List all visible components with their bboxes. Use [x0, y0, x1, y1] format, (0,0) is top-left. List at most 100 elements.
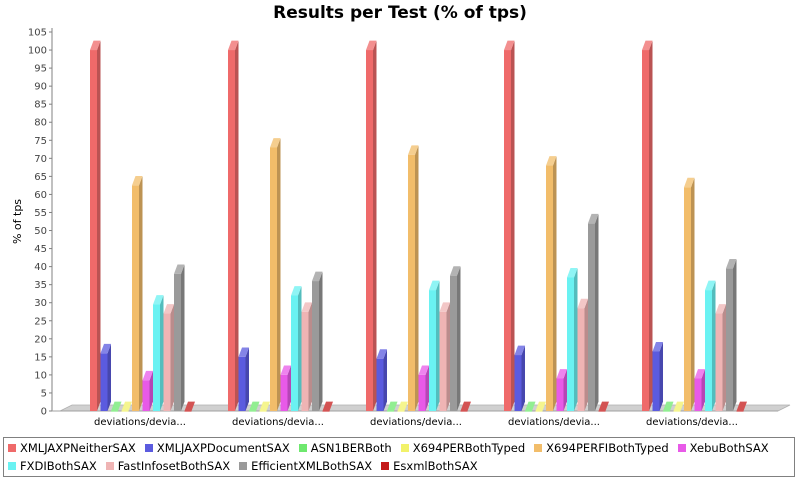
bar-front: [376, 358, 384, 411]
bar: [577, 298, 588, 411]
bar-front: [291, 295, 298, 411]
bar-front: [100, 353, 108, 411]
bar-front: [577, 308, 585, 411]
legend-label: EsxmlBothSAX: [393, 459, 478, 473]
bar-front: [121, 411, 129, 412]
bar-front: [525, 411, 532, 412]
bar-side: [149, 370, 153, 411]
bar: [249, 401, 260, 412]
bar-top: [90, 40, 101, 51]
bar: [460, 401, 471, 412]
bar-side: [595, 213, 599, 411]
bar-top: [567, 268, 578, 278]
bar-top: [673, 401, 684, 411]
bar-top: [705, 280, 716, 291]
legend-label: ASN1BERBoth: [310, 441, 392, 455]
legend-item: FXDIBothSAX: [8, 459, 97, 474]
bar: [736, 401, 747, 412]
y-tick-label: 105: [28, 28, 47, 39]
x-tick-label: deviations/devia...: [508, 417, 600, 428]
bar: [726, 259, 737, 411]
bar: [153, 295, 164, 411]
legend-swatch: [8, 462, 16, 470]
bar-side: [235, 40, 239, 412]
label-layer: % of tps deviations/devia... deviations/de…: [11, 199, 738, 428]
bar-top: [376, 349, 387, 359]
bar-top: [642, 40, 653, 51]
bar-side: [160, 295, 164, 411]
bar-side: [298, 286, 302, 411]
bar-side: [722, 304, 726, 411]
bar: [588, 213, 599, 411]
y-tick-label: 90: [34, 82, 47, 93]
bar-front: [301, 311, 309, 411]
bar-front: [705, 290, 712, 411]
bar-side: [521, 345, 525, 411]
legend-label: X694PERBothTyped: [412, 441, 526, 455]
legend-label: XMLJAXPDocumentSAX: [156, 441, 290, 455]
bar-front: [111, 411, 118, 412]
bar-front: [642, 50, 649, 412]
bar-top: [450, 266, 461, 276]
bar: [652, 342, 663, 411]
bar-side: [181, 264, 185, 411]
legend-item: ASN1BERBoth: [298, 441, 392, 456]
bar-front: [163, 313, 171, 411]
legend-swatch: [534, 444, 543, 452]
bar-side: [97, 40, 101, 412]
bar-top: [397, 401, 408, 411]
y-tick-label: 40: [34, 262, 47, 273]
y-tick-label: 75: [34, 136, 47, 147]
bar-top: [514, 345, 525, 356]
y-tick-label: 60: [34, 190, 47, 201]
x-tick-label: deviations/devia...: [646, 417, 738, 428]
bar-top: [132, 176, 143, 186]
bar: [684, 177, 695, 411]
bar-side: [415, 145, 419, 412]
y-tick-label: 80: [34, 118, 47, 129]
bar: [228, 40, 239, 412]
legend-item: EfficientXMLBothSAX: [239, 459, 372, 474]
legend-swatch: [400, 444, 409, 452]
bar-front: [228, 50, 235, 412]
bar-top: [228, 40, 239, 51]
bar: [535, 401, 546, 412]
y-tick-label: 10: [34, 370, 47, 381]
bar: [376, 349, 387, 411]
y-tick-label: 70: [34, 154, 47, 165]
bar-side: [245, 347, 249, 411]
legend-swatch: [239, 462, 248, 470]
bar: [111, 401, 122, 412]
y-tick-label: 85: [34, 100, 47, 111]
y-tick-label: 95: [34, 64, 47, 75]
bar-front: [736, 411, 744, 412]
bar-top: [142, 370, 153, 381]
bar: [121, 401, 132, 412]
legend-item: X694PERFIBothTyped: [534, 441, 669, 456]
bar: [397, 401, 408, 412]
axis-layer: 0 5 10 15 20 25 30 35 40 45 50 55 60 65 70 75 80 85 90 95 10…: [28, 28, 53, 418]
bar-front: [556, 378, 564, 411]
bar: [642, 40, 653, 412]
bar: [715, 304, 726, 411]
bar-side: [383, 349, 387, 411]
bar-top: [387, 401, 398, 411]
legend-item: FastInfosetBothSAX: [105, 459, 230, 474]
bar-top: [715, 304, 726, 314]
bar-front: [439, 311, 447, 411]
bar: [280, 365, 291, 411]
bar: [270, 138, 281, 411]
bar-side: [691, 177, 695, 411]
bar-top: [460, 401, 471, 411]
bar-top: [556, 369, 567, 379]
bar-front: [249, 411, 256, 412]
bar-top: [280, 365, 291, 375]
bar-top: [525, 401, 536, 411]
bar: [132, 176, 143, 411]
y-axis-label: % of tps: [11, 199, 24, 244]
bar: [238, 347, 249, 411]
bar-top: [153, 295, 164, 305]
bar: [408, 145, 419, 412]
bar: [439, 302, 450, 411]
bar-front: [387, 411, 394, 412]
